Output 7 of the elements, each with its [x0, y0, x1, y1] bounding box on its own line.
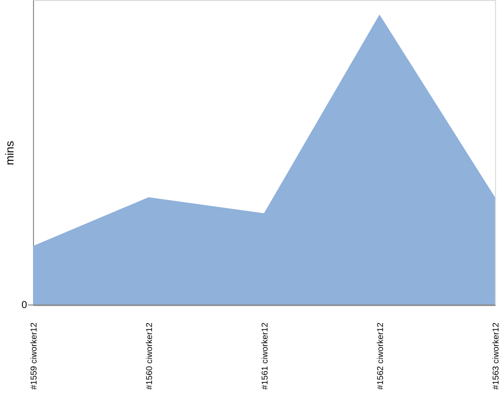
x-tick-label: #1563 ciworker12	[490, 322, 500, 390]
ref-line-label: 0	[21, 300, 28, 311]
x-tick-label: #1559 ciworker12	[28, 322, 38, 390]
y-axis-title: mins	[4, 140, 16, 166]
x-tick-label: #1562 ciworker12	[375, 322, 385, 390]
x-tick-label: #1560 ciworker12	[144, 322, 154, 390]
x-tick-label: #1561 ciworker12	[260, 322, 270, 390]
